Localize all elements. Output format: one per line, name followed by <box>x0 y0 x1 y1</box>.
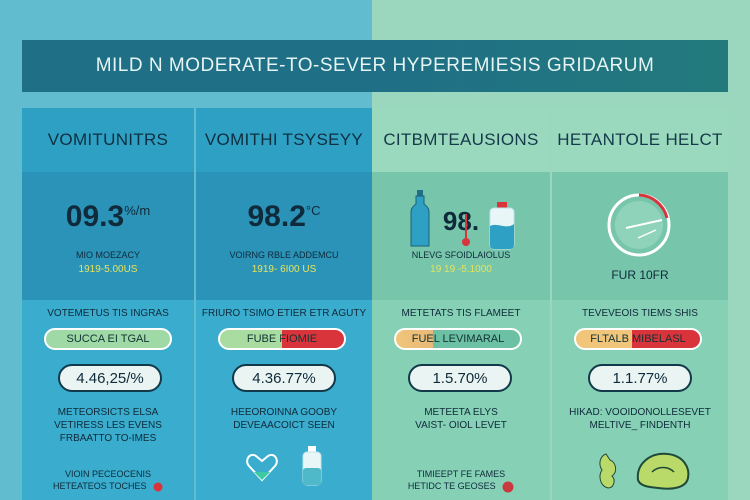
detail-subtitle: VOTEMETUS TIS INGRAS <box>47 308 169 319</box>
column-heading: HETANTOLE HELCT <box>552 108 728 172</box>
gauge-icon <box>607 193 671 257</box>
detail-note: HIKAD: VOOIDONOLLESEVET MELTIVE_ FINDENT… <box>569 407 711 431</box>
status-pill: FLTALB MIBELASL <box>574 328 702 350</box>
stat-label: VOIRNG RBLE ADDEMCU <box>229 250 339 260</box>
stat-label: FUR 10FR <box>611 268 669 282</box>
detail-subtitle: TEVEVEOIS TIEMS SHIS <box>582 308 698 319</box>
big-value: 98. <box>442 206 480 236</box>
status-pill: FUEL LEVIMARAL <box>394 328 522 350</box>
column-contraindications: CITBMTEAUSIONS 98. NLEVG SFOIDLAIOLUS 19… <box>372 108 550 500</box>
percentage-badge: 1.1.77% <box>588 364 692 392</box>
stat-panel: 98.2°C VOIRNG RBLE ADDEMCU 1919- 6I00 US <box>196 172 372 300</box>
status-pill: SUCCA EI TGAL <box>44 328 172 350</box>
percentage-badge: 4.46,25/% <box>58 364 162 392</box>
footer-note: TIMIEEPT FE FAMES HETIDC TE GEOSES <box>372 468 550 493</box>
water-bottle-icon <box>410 190 430 247</box>
column-heading: VOMITHI TSYSEYY <box>196 108 372 172</box>
stat-panel: FUR 10FR <box>552 172 728 300</box>
detail-subtitle: FRIURO TSIMO ETIER ETR AGUTY <box>201 308 367 319</box>
page-title: MILD N MODERATE-TO-SEVER HYPEREMIESIS GR… <box>22 40 728 92</box>
thermometer-icon <box>462 214 470 246</box>
stat-label: MIO MOEZACY <box>75 250 140 260</box>
big-value: 09.3%/m <box>65 200 151 233</box>
big-value: 98.2°C <box>247 200 321 233</box>
stat-panel: 98. NLEVG SFOIDLAIOLUS 19 19 -5.1000 <box>372 172 550 300</box>
status-pill: FUBE FIOMIE <box>218 328 346 350</box>
water-jar-icon <box>489 202 515 250</box>
column-heading: VOMITUNITRS <box>22 108 194 172</box>
stat-range: 1919-5.00US <box>78 264 138 275</box>
stat-panel: 09.3%/m MIO MOEZACY 1919-5.00US <box>22 172 194 300</box>
detail-panel: VOTEMETUS TIS INGRAS SUCCA EI TGAL 4.46,… <box>22 300 194 500</box>
stomach-icon <box>599 453 617 489</box>
stat-range: 19 19 -5.1000 <box>430 264 492 275</box>
detail-subtitle: METETATS TIS FLAMEET <box>401 308 521 319</box>
column-vomiting: VOMITUNITRS 09.3%/m MIO MOEZACY 1919-5.0… <box>22 108 194 500</box>
bottle-icon <box>302 446 322 486</box>
column-heading: CITBMTEAUSIONS <box>372 108 550 172</box>
column-temperature: VOMITHI TSYSEYY 98.2°C VOIRNG RBLE ADDEM… <box>196 108 372 500</box>
detail-note: METEETA ELYS VAIST- OIOL LEVET <box>415 407 507 431</box>
heart-icon <box>246 454 278 482</box>
detail-panel: TEVEVEOIS TIEMS SHIS FLTALB MIBELASL 1.1… <box>552 300 728 500</box>
stat-range: 1919- 6I00 US <box>251 264 317 275</box>
detail-note: METEORSICTS ELSA VETIRESS LES EVENS FRBA… <box>54 407 162 444</box>
stat-label: NLEVG SFOIDLAIOLUS <box>411 250 511 260</box>
value-unit: °C <box>305 203 321 218</box>
detail-note: HEEOROINNA GOOBY DEVEAACOICT SEEN <box>230 407 338 431</box>
detail-panel: METETATS TIS FLAMEET FUEL LEVIMARAL 1.5.… <box>372 300 550 500</box>
percentage-badge: 4.36.77% <box>232 364 336 392</box>
leaf-icon <box>502 481 514 493</box>
organ-icon <box>636 452 690 490</box>
percentage-badge: 1.5.70% <box>408 364 512 392</box>
footer-note: VIOIN PECEOCENIS HETEATEOS TOCHES <box>22 468 194 492</box>
detail-panel: FRIURO TSIMO ETIER ETR AGUTY FUBE FIOMIE… <box>196 300 372 500</box>
drop-icon <box>153 482 163 492</box>
value-unit: %/m <box>124 203 151 218</box>
column-health: HETANTOLE HELCT FUR 10FR TEVEVEOIS TIEMS… <box>552 108 728 500</box>
